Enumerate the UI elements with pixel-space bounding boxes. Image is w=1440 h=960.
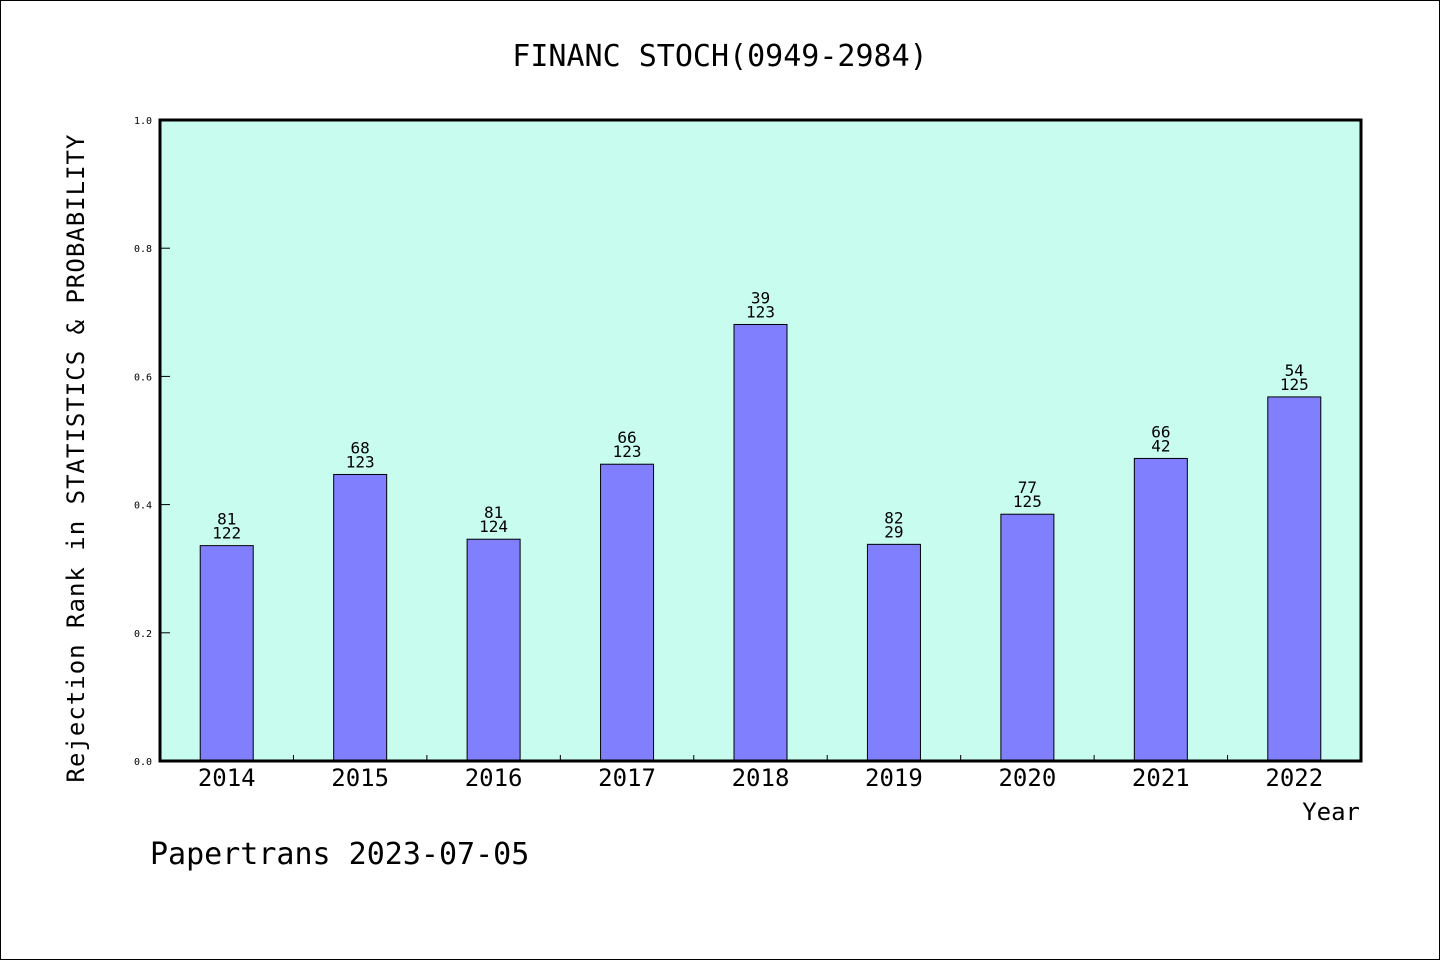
bars-group: 8112268123811246612339123822977125664254… (199, 288, 1322, 762)
data-label-bottom: 42 (1151, 436, 1170, 455)
x-tick-label: 2016 (465, 764, 523, 792)
data-label-top: 39 (751, 288, 770, 307)
data-label-bottom: 123 (346, 452, 375, 471)
x-axis-ticks: 2014 2015 2016 2017 2018 2019 2020 2021 2022 (198, 755, 1323, 792)
x-tick-label: 2017 (598, 764, 656, 792)
data-label-top: 82 (884, 508, 903, 527)
x-tick-label: 2021 (1132, 764, 1190, 792)
data-label-bottom: 125 (1280, 375, 1309, 394)
bar (1267, 396, 1322, 762)
bar (199, 545, 254, 762)
bar (333, 473, 388, 762)
chart-title: FINANC STOCH(0949-2984) (512, 39, 927, 74)
data-label-top: 81 (217, 510, 236, 529)
data-label-bottom: 29 (884, 522, 903, 541)
y-tick-label: 0.6 (134, 372, 152, 383)
x-axis-label: Year (1302, 798, 1360, 826)
y-tick-label: 0.8 (134, 244, 152, 255)
x-tick-label: 2019 (865, 764, 923, 792)
y-tick-label: 0.2 (134, 629, 152, 640)
data-label-top: 66 (617, 428, 636, 447)
data-label-bottom: 122 (212, 524, 241, 543)
plot-border (158, 118, 1363, 763)
x-tick-label: 2020 (998, 764, 1056, 792)
y-axis-label: Rejection Rank in STATISTICS & PROBABILI… (62, 134, 90, 783)
x-tick-label: 2015 (331, 764, 389, 792)
y-tick-label: 1.0 (134, 116, 152, 127)
data-label-bottom: 124 (479, 517, 508, 536)
data-label-top: 68 (351, 438, 370, 457)
x-tick-label: 2022 (1265, 764, 1323, 792)
data-label-top: 66 (1151, 422, 1170, 441)
data-label-top: 77 (1018, 478, 1037, 497)
data-label-bottom: 125 (1013, 492, 1042, 511)
x-tick-label: 2014 (198, 764, 256, 792)
bar (600, 463, 655, 762)
bar (1133, 457, 1188, 762)
y-tick-label: 0.4 (134, 501, 152, 512)
data-label-top: 54 (1285, 361, 1304, 380)
x-tick-label: 2018 (732, 764, 790, 792)
y-tick-label: 0.0 (134, 757, 152, 768)
data-label-bottom: 123 (613, 442, 642, 461)
data-label-bottom: 123 (746, 302, 775, 321)
bar (866, 543, 921, 762)
bar (1000, 513, 1055, 762)
footer-text: Papertrans 2023-07-05 (150, 837, 529, 872)
data-label-top: 81 (484, 503, 503, 522)
bar (733, 323, 788, 762)
bar (466, 538, 521, 762)
